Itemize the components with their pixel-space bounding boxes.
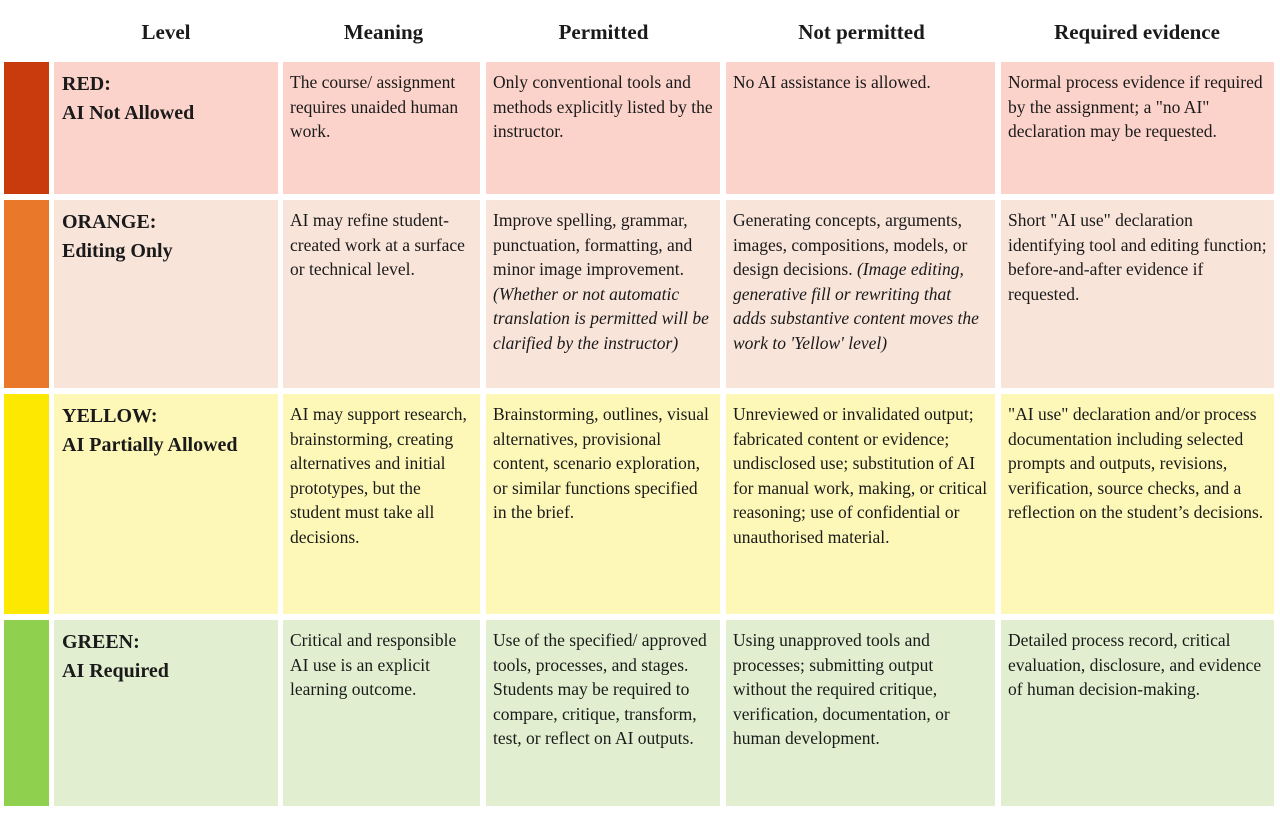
red-level-label: AI Not Allowed — [62, 102, 195, 124]
orange-permitted-note: (Whether or not automatic translation is… — [493, 283, 709, 353]
yellow-level-stripe — [4, 394, 49, 614]
red-permitted-cell: Only conventional tools and methods expl… — [486, 62, 720, 194]
green-level-cell: GREEN: AI Required — [54, 620, 278, 806]
yellow-level-code: YELLOW: — [62, 405, 158, 427]
green-level-stripe — [4, 620, 49, 806]
orange-level-stripe — [4, 200, 49, 388]
orange-permitted-text: Improve spelling, grammar, punctuation, … — [493, 210, 693, 279]
green-permitted-cell: Use of the specified/ approved tools, pr… — [486, 620, 720, 806]
orange-permitted-cell: Improve spelling, grammar, punctuation, … — [486, 200, 720, 388]
orange-level-label: Editing Only — [62, 240, 173, 262]
orange-not-permitted-cell: Generating concepts, arguments, images, … — [726, 200, 995, 388]
orange-level-cell: ORANGE: Editing Only — [54, 200, 278, 388]
header-level: Level — [141, 20, 191, 44]
orange-not-permitted-text: Generating concepts, arguments, images, … — [733, 210, 968, 279]
header-permitted: Permitted — [558, 20, 649, 44]
red-meaning-cell: The course/ assignment requires unaided … — [283, 62, 480, 194]
yellow-level-label: AI Partially Allowed — [62, 434, 238, 456]
green-level-code: GREEN: — [62, 631, 140, 653]
orange-level-code: ORANGE: — [62, 211, 157, 233]
red-evidence-cell: Normal process evidence if required by t… — [1001, 62, 1274, 194]
header-meaning: Meaning — [343, 20, 424, 44]
header-not-permitted: Not permitted — [798, 20, 925, 44]
green-not-permitted-cell: Using unapproved tools and processes; su… — [726, 620, 995, 806]
green-level-label: AI Required — [62, 660, 169, 682]
yellow-permitted-cell: Brainstorming, outlines, visual alternat… — [486, 394, 720, 614]
yellow-meaning-cell: AI may support research, brainstorming, … — [283, 394, 480, 614]
orange-meaning-cell: AI may refine student-created work at a … — [283, 200, 480, 388]
orange-not-permitted-note: (Image editing, generative fill or rewri… — [733, 259, 979, 353]
red-not-permitted-cell: No AI assistance is allowed. — [726, 62, 995, 194]
red-level-stripe — [4, 62, 49, 194]
red-level-code: RED: — [62, 73, 111, 95]
orange-evidence-cell: Short "AI use" declaration identifying t… — [1001, 200, 1274, 388]
yellow-not-permitted-cell: Unreviewed or invalidated output; fabric… — [726, 394, 995, 614]
green-evidence-cell: Detailed process record, critical evalua… — [1001, 620, 1274, 806]
header-required-evidence: Required evidence — [1054, 20, 1220, 44]
yellow-level-cell: YELLOW: AI Partially Allowed — [54, 394, 278, 614]
red-level-cell: RED: AI Not Allowed — [54, 62, 278, 194]
yellow-evidence-cell: "AI use" declaration and/or process docu… — [1001, 394, 1274, 614]
green-meaning-cell: Critical and responsible AI use is an ex… — [283, 620, 480, 806]
